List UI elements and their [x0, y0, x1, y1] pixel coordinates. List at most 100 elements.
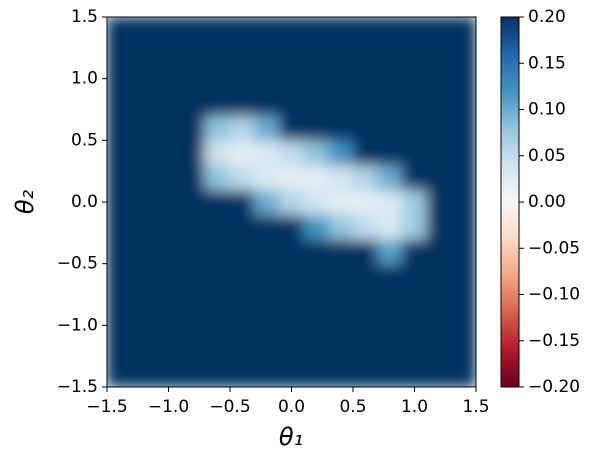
- heatmap-cell: [327, 361, 354, 387]
- heatmap-cell: [155, 139, 182, 166]
- heatmap-cell: [327, 287, 354, 314]
- heatmap-cell: [229, 41, 256, 67]
- heatmap-cell: [426, 65, 452, 92]
- heatmap-cell: [278, 213, 305, 240]
- heatmap-cell: [303, 139, 329, 166]
- heatmap-cell: [180, 337, 206, 363]
- heatmap-cell: [450, 337, 476, 363]
- heatmap-cell: [107, 213, 133, 240]
- colorbar-tick-label: −0.20: [528, 377, 580, 397]
- heatmap-cell: [254, 263, 280, 289]
- heatmap-cell: [450, 312, 476, 339]
- heatmap-cell: [352, 361, 379, 387]
- heatmap-cell: [303, 337, 329, 363]
- heatmap-cell: [180, 263, 206, 289]
- heatmap-cell: [303, 41, 329, 67]
- heatmap-cell: [180, 65, 206, 92]
- heatmap-cell: [303, 115, 329, 141]
- heatmap-cell: [131, 164, 157, 191]
- heatmap-cell: [229, 312, 256, 339]
- heatmap-cell: [254, 41, 280, 67]
- x-tick-label: 0.0: [278, 397, 305, 417]
- x-tick-label: −1.5: [86, 397, 127, 417]
- heatmap-cell: [131, 213, 157, 240]
- heatmap-cell: [352, 115, 379, 141]
- heatmap-cell: [155, 90, 182, 117]
- heatmap-cell: [204, 263, 231, 289]
- heatmap-cell: [303, 65, 329, 92]
- heatmap-cell: [131, 263, 157, 289]
- x-tick-label: −1.0: [148, 397, 189, 417]
- heatmap-cell: [155, 41, 182, 67]
- heatmap-cell: [180, 139, 206, 166]
- heatmap-cell: [401, 263, 428, 289]
- heatmap-cell: [303, 213, 329, 240]
- heatmap-cell: [229, 115, 256, 141]
- heatmap-cell: [254, 17, 280, 43]
- heatmap-cell: [131, 65, 157, 92]
- heatmap-cell: [180, 361, 206, 387]
- heatmap-cell: [426, 337, 452, 363]
- heatmap-cell: [254, 115, 280, 141]
- heatmap-cell: [303, 238, 329, 265]
- heatmap-cell: [450, 213, 476, 240]
- heatmap-cell: [131, 17, 157, 43]
- heatmap-cell: [352, 164, 379, 191]
- heatmap-cell: [155, 263, 182, 289]
- heatmap-cell: [377, 238, 403, 265]
- x-tick-label: −0.5: [209, 397, 250, 417]
- heatmap-cell: [401, 361, 428, 387]
- heatmap-cell: [450, 17, 476, 43]
- heatmap-cell: [352, 287, 379, 314]
- heatmap-cell: [377, 337, 403, 363]
- heatmap-cell: [131, 337, 157, 363]
- colorbar-tick-label: 0.00: [528, 192, 566, 212]
- heatmap-cell: [352, 189, 379, 215]
- heatmap-cell: [131, 90, 157, 117]
- heatmap-cell: [377, 263, 403, 289]
- heatmap-cell: [352, 238, 379, 265]
- heatmap-cell: [352, 337, 379, 363]
- heatmap-cell: [107, 312, 133, 339]
- heatmap-cell: [204, 312, 231, 339]
- heatmap-cell: [254, 287, 280, 314]
- heatmap-cell: [229, 90, 256, 117]
- heatmap-cell: [327, 213, 354, 240]
- heatmap-cell: [450, 361, 476, 387]
- heatmap-cell: [278, 115, 305, 141]
- heatmap-cell: [327, 115, 354, 141]
- heatmap-cell: [180, 90, 206, 117]
- y-tick-label: −1.0: [57, 315, 98, 335]
- heatmap-cell: [327, 263, 354, 289]
- heatmap-cell: [180, 189, 206, 215]
- heatmap-cell: [229, 139, 256, 166]
- heatmap-cell: [229, 361, 256, 387]
- heatmap-cell: [352, 65, 379, 92]
- heatmap-cell: [426, 263, 452, 289]
- heatmap-cell: [450, 41, 476, 67]
- heatmap-cell: [254, 65, 280, 92]
- heatmap-cell: [254, 139, 280, 166]
- heatmap-cell: [377, 17, 403, 43]
- heatmap-cell: [303, 287, 329, 314]
- y-tick-label: −0.5: [57, 254, 98, 274]
- heatmap-cell: [401, 65, 428, 92]
- heatmap-cell: [401, 213, 428, 240]
- heatmap-cell: [204, 164, 231, 191]
- heatmap-cell: [107, 65, 133, 92]
- heatmap-cell: [204, 17, 231, 43]
- heatmap-cell: [450, 238, 476, 265]
- heatmap-cell: [254, 361, 280, 387]
- heatmap-cell: [204, 213, 231, 240]
- x-tick-label: 0.5: [339, 397, 366, 417]
- heatmap-cell: [426, 287, 452, 314]
- heatmap-cell: [155, 115, 182, 141]
- heatmap-cell: [426, 361, 452, 387]
- heatmap-cell: [180, 115, 206, 141]
- heatmap-cell: [450, 189, 476, 215]
- heatmap-cell: [278, 41, 305, 67]
- heatmap-cell: [107, 361, 133, 387]
- heatmap-cell: [303, 164, 329, 191]
- heatmap-cell: [107, 164, 133, 191]
